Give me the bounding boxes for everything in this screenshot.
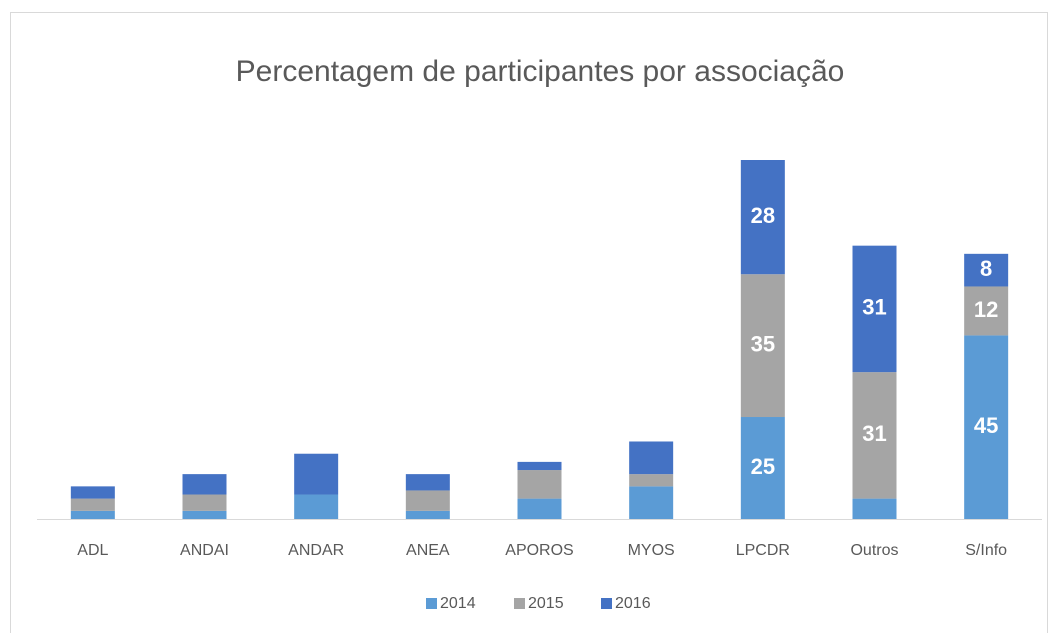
bar-segment bbox=[70, 510, 115, 519]
bar-segment bbox=[964, 253, 1009, 287]
bar-segment bbox=[517, 470, 562, 499]
bar-segment bbox=[405, 490, 450, 511]
chart-title: Percentagem de participantes por associa… bbox=[236, 55, 845, 88]
data-label: 28 bbox=[751, 203, 775, 228]
data-label: 45 bbox=[974, 413, 998, 438]
bar-segment bbox=[294, 453, 339, 495]
x-tick-label: Outros bbox=[850, 542, 898, 559]
x-tick-label: ANEA bbox=[406, 542, 450, 559]
bar-segment bbox=[740, 417, 785, 519]
bar-segment bbox=[629, 441, 674, 475]
bar-segment bbox=[964, 286, 1009, 336]
data-label: 25 bbox=[751, 454, 775, 479]
bar-segment bbox=[852, 372, 897, 499]
x-tick-label: S/Info bbox=[965, 542, 1007, 559]
bar-segment bbox=[629, 486, 674, 519]
legend-label: 2015 bbox=[528, 595, 564, 612]
bar-segment bbox=[405, 510, 450, 519]
bar-segment bbox=[182, 510, 227, 519]
legend-label: 2016 bbox=[615, 595, 651, 612]
legend-swatch bbox=[426, 598, 437, 609]
bar-segment bbox=[964, 335, 1009, 519]
bar-segment bbox=[852, 245, 897, 373]
data-label: 12 bbox=[974, 297, 998, 322]
x-tick-label: APOROS bbox=[505, 542, 573, 559]
x-tick-label: ANDAI bbox=[180, 542, 229, 559]
legend-label: 2014 bbox=[440, 595, 476, 612]
bar-segment bbox=[182, 494, 227, 511]
bar-segment bbox=[70, 486, 115, 499]
x-tick-label: ANDAR bbox=[288, 542, 344, 559]
legend-swatch bbox=[601, 598, 612, 609]
bar-segment bbox=[852, 498, 897, 519]
data-label: 8 bbox=[980, 256, 992, 281]
data-label: 35 bbox=[751, 331, 775, 356]
bar-segment bbox=[70, 498, 115, 511]
data-label: 31 bbox=[862, 421, 886, 446]
bar-segment bbox=[405, 474, 450, 491]
legend-swatch bbox=[514, 598, 525, 609]
bar-segment bbox=[517, 498, 562, 519]
x-tick-label: MYOS bbox=[628, 542, 675, 559]
x-tick-label: LPCDR bbox=[736, 542, 790, 559]
bar-segment bbox=[517, 461, 562, 471]
bar-segment bbox=[740, 160, 785, 275]
bar-segment bbox=[629, 474, 674, 487]
data-label: 31 bbox=[862, 295, 886, 320]
bar-segment bbox=[740, 274, 785, 418]
x-tick-label: ADL bbox=[77, 542, 108, 559]
bar-segment bbox=[294, 494, 339, 519]
bar-segment bbox=[182, 474, 227, 495]
